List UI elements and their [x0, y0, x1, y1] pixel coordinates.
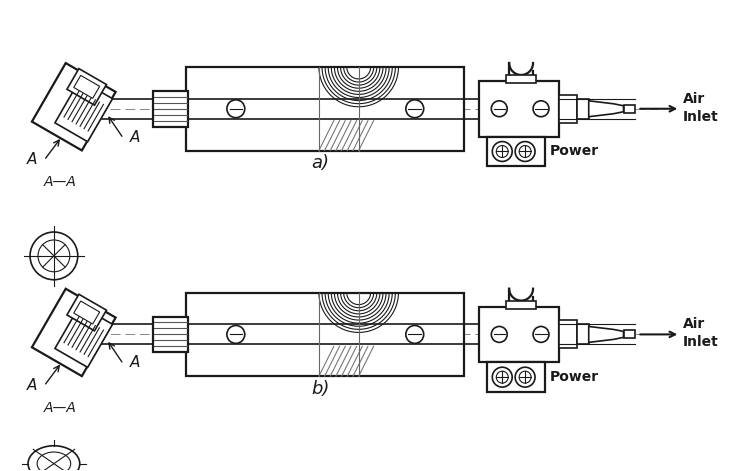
Ellipse shape	[492, 142, 512, 162]
Ellipse shape	[496, 146, 508, 157]
Ellipse shape	[28, 446, 80, 471]
Polygon shape	[67, 69, 106, 105]
Text: A—A: A—A	[44, 175, 77, 189]
Bar	[624, 331, 636, 338]
Text: a): a)	[311, 154, 329, 172]
Text: b): b)	[311, 380, 330, 398]
Bar	[559, 320, 577, 349]
Text: A: A	[129, 355, 140, 370]
Bar	[506, 75, 536, 83]
Bar	[577, 99, 589, 119]
Polygon shape	[55, 305, 112, 367]
Bar	[479, 81, 559, 137]
Bar	[186, 67, 465, 151]
Bar	[153, 317, 188, 352]
Ellipse shape	[515, 367, 535, 387]
Text: A: A	[27, 378, 37, 393]
Polygon shape	[74, 75, 99, 98]
Bar	[624, 105, 636, 113]
Polygon shape	[55, 80, 112, 142]
Circle shape	[491, 101, 507, 117]
Circle shape	[491, 326, 507, 342]
Text: Air: Air	[683, 92, 705, 106]
Ellipse shape	[519, 146, 531, 157]
Bar	[488, 137, 545, 166]
Polygon shape	[67, 294, 106, 331]
Text: Power: Power	[550, 145, 599, 159]
Text: Power: Power	[550, 370, 599, 384]
Polygon shape	[74, 301, 99, 324]
Ellipse shape	[515, 142, 535, 162]
Ellipse shape	[37, 452, 71, 471]
Circle shape	[406, 325, 423, 343]
Polygon shape	[589, 326, 624, 342]
Circle shape	[227, 325, 245, 343]
Ellipse shape	[496, 371, 508, 383]
Circle shape	[227, 100, 245, 118]
Text: A—A: A—A	[44, 401, 77, 415]
Ellipse shape	[492, 367, 512, 387]
Text: Inlet: Inlet	[683, 335, 719, 349]
Polygon shape	[32, 63, 116, 150]
Text: A: A	[129, 130, 140, 145]
Bar	[488, 362, 545, 392]
Circle shape	[533, 101, 549, 117]
Circle shape	[30, 232, 78, 280]
Text: Inlet: Inlet	[683, 110, 719, 124]
Polygon shape	[589, 101, 624, 117]
Bar	[577, 325, 589, 344]
Text: Air: Air	[683, 317, 705, 332]
Circle shape	[38, 240, 70, 272]
Text: A: A	[27, 153, 37, 167]
Bar	[153, 91, 188, 127]
Circle shape	[406, 100, 423, 118]
Bar	[479, 307, 559, 362]
Bar	[506, 300, 536, 309]
Circle shape	[533, 326, 549, 342]
Polygon shape	[32, 289, 116, 376]
Ellipse shape	[519, 371, 531, 383]
Bar	[559, 95, 577, 122]
Bar	[186, 292, 465, 376]
